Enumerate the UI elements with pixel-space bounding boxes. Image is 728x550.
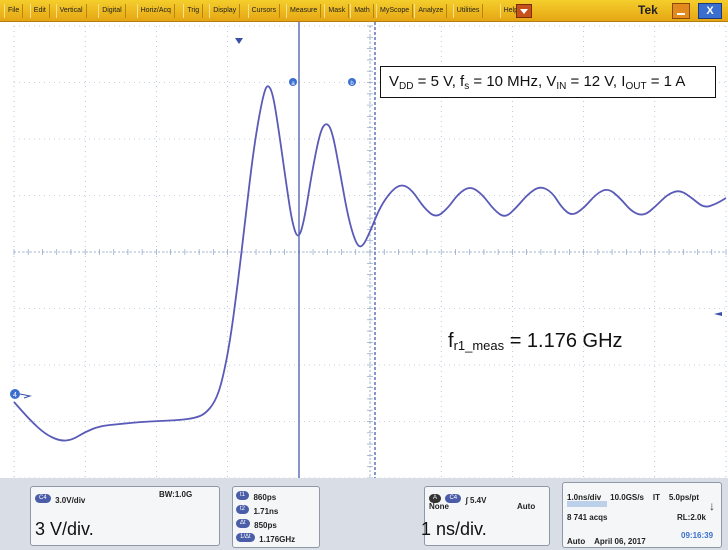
menu-item-measure[interactable]: Measure	[286, 4, 322, 18]
status-panel: C4 3.0V/div BW:1.0G 3 V/div. t1 860ps t2…	[0, 478, 728, 550]
trigger-source-tag: C4	[445, 494, 462, 504]
progress-bar	[567, 501, 607, 507]
trigger-position-icon	[235, 38, 243, 44]
brand-logo: Tek	[638, 3, 658, 17]
dropdown-arrow-icon[interactable]	[516, 4, 532, 18]
freq-symbol: f	[448, 330, 454, 352]
menu-item-cursors[interactable]: Cursors	[247, 4, 281, 18]
cursor-readout-rows: t1 860ps t2 1.71ns Δt 850ps 1/Δt 1.176GH…	[236, 490, 295, 546]
trigger-level: ∫ 5.4V	[465, 496, 487, 505]
date: April 06, 2017	[594, 537, 646, 546]
t2-tag: t2	[236, 505, 250, 515]
sample-rate: 10.0GS/s	[610, 493, 644, 502]
bandwidth-limit: BW:1.0G	[159, 490, 193, 499]
cursor-readout[interactable]: t1 860ps t2 1.71ns Δt 850ps 1/Δt 1.176GH…	[232, 486, 320, 548]
ch4-ground-marker[interactable]	[10, 389, 20, 399]
ch4-waveform-trace	[13, 85, 727, 442]
test-conditions-annotation: VDD = 5 V, fs = 10 MHz, VIN = 12 V, IOUT…	[380, 66, 716, 98]
vin-subscript: IN	[556, 81, 567, 92]
menu-item-math[interactable]: Math	[350, 4, 374, 18]
vertical-scale-note: 3 V/div.	[35, 519, 94, 539]
inverse-delta-t-value: 1.176GHz	[259, 535, 296, 544]
run-mode: Auto	[567, 537, 586, 546]
menu-item-horizacq[interactable]: Horiz/Acq	[136, 4, 175, 18]
menu-item-edit[interactable]: Edit	[29, 4, 50, 18]
acquisition-count: 8 741 acqs	[567, 513, 608, 522]
cursor-a-marker[interactable]	[289, 78, 297, 86]
fs-symbol: f	[460, 73, 465, 90]
menu-item-digital[interactable]: Digital	[98, 4, 126, 18]
down-arrow-icon: ↓	[709, 499, 715, 513]
waveform-display[interactable]: a b 4	[0, 22, 728, 478]
delta-t-value: 850ps	[254, 521, 277, 530]
menu-item-analyze[interactable]: Analyze	[414, 4, 448, 18]
trigger-readout[interactable]: A C4 ∫ 5.4V None Auto 1 ns/div.	[421, 486, 550, 546]
vdd-value: = 5 V,	[413, 73, 461, 90]
time: 09:16:39	[681, 531, 714, 540]
freq-value: = 1.176 GHz	[504, 330, 623, 352]
menu-item-file[interactable]: File	[4, 4, 24, 18]
ch4-marker-label: 4	[13, 392, 17, 399]
menu-bar: File Edit Vertical Digital Horiz/Acq Trig Disp…	[0, 0, 728, 22]
vdd-symbol: V	[389, 73, 400, 90]
acquisition-readout[interactable]: 1.0ns/div 10.0GS/s IT 5.0ps/pt ↓ 8 741 a…	[562, 482, 722, 548]
ch4-scale: 3.0V/div	[55, 496, 86, 505]
menu-item-display[interactable]: Display	[209, 4, 241, 18]
vertical-readout[interactable]: C4 3.0V/div BW:1.0G 3 V/div.	[30, 486, 220, 546]
menu-item-utilities[interactable]: Utilities	[452, 4, 484, 18]
ch4-offset-arrow-icon	[19, 393, 32, 399]
t1-value: 860ps	[253, 493, 277, 502]
vin-symbol: V	[546, 73, 557, 90]
resolution: 5.0ps/pt	[668, 493, 700, 502]
fs-value: = 10 MHz,	[469, 73, 547, 90]
graticule-grid	[13, 25, 727, 478]
inverse-delta-t-tag: 1/Δt	[236, 533, 255, 543]
record-length: RL:2.0k	[677, 513, 706, 522]
iout-symbol: I	[621, 73, 626, 90]
iout-value: = 1 A	[646, 73, 686, 90]
trigger-a-tag: A	[429, 494, 442, 504]
iout-subscript: OUT	[625, 81, 647, 92]
menu-item-trig[interactable]: Trig	[183, 4, 204, 18]
horizontal-scale: 1.0ns/div	[567, 493, 602, 502]
trigger-level-icon	[714, 312, 722, 316]
ch4-tag: C4	[35, 494, 51, 504]
trigger-mode: Auto	[517, 502, 536, 511]
horizontal-scale-note: 1 ns/div.	[421, 519, 487, 539]
fs-subscript: s	[464, 81, 470, 92]
t1-tag: t1	[236, 491, 250, 501]
acq-mode-it: IT	[652, 493, 660, 502]
menu-item-mask[interactable]: Mask	[324, 4, 350, 18]
cursor-a-label: a	[291, 81, 295, 87]
menu-item-myscope[interactable]: MyScope	[376, 4, 414, 18]
acquisition-row-1: 1.0ns/div 10.0GS/s IT 5.0ps/pt	[567, 487, 699, 505]
minimize-button[interactable]	[672, 3, 690, 19]
trigger-none: None	[429, 502, 449, 511]
acquisition-row-3: Auto April 06, 2017	[567, 531, 646, 549]
t2-value: 1.71ns	[253, 507, 279, 516]
vin-value: = 12 V,	[566, 73, 622, 90]
vdd-subscript: DD	[399, 81, 414, 92]
measured-frequency-annotation: fr1_meas = 1.176 GHz	[448, 330, 623, 353]
menu-item-vertical[interactable]: Vertical	[55, 4, 87, 18]
cursor-b-marker[interactable]	[348, 78, 356, 86]
close-button[interactable]: X	[698, 3, 722, 19]
delta-t-tag: Δt	[236, 519, 250, 529]
cursor-b-label: b	[350, 81, 354, 87]
freq-subscript: r1_meas	[453, 338, 505, 353]
